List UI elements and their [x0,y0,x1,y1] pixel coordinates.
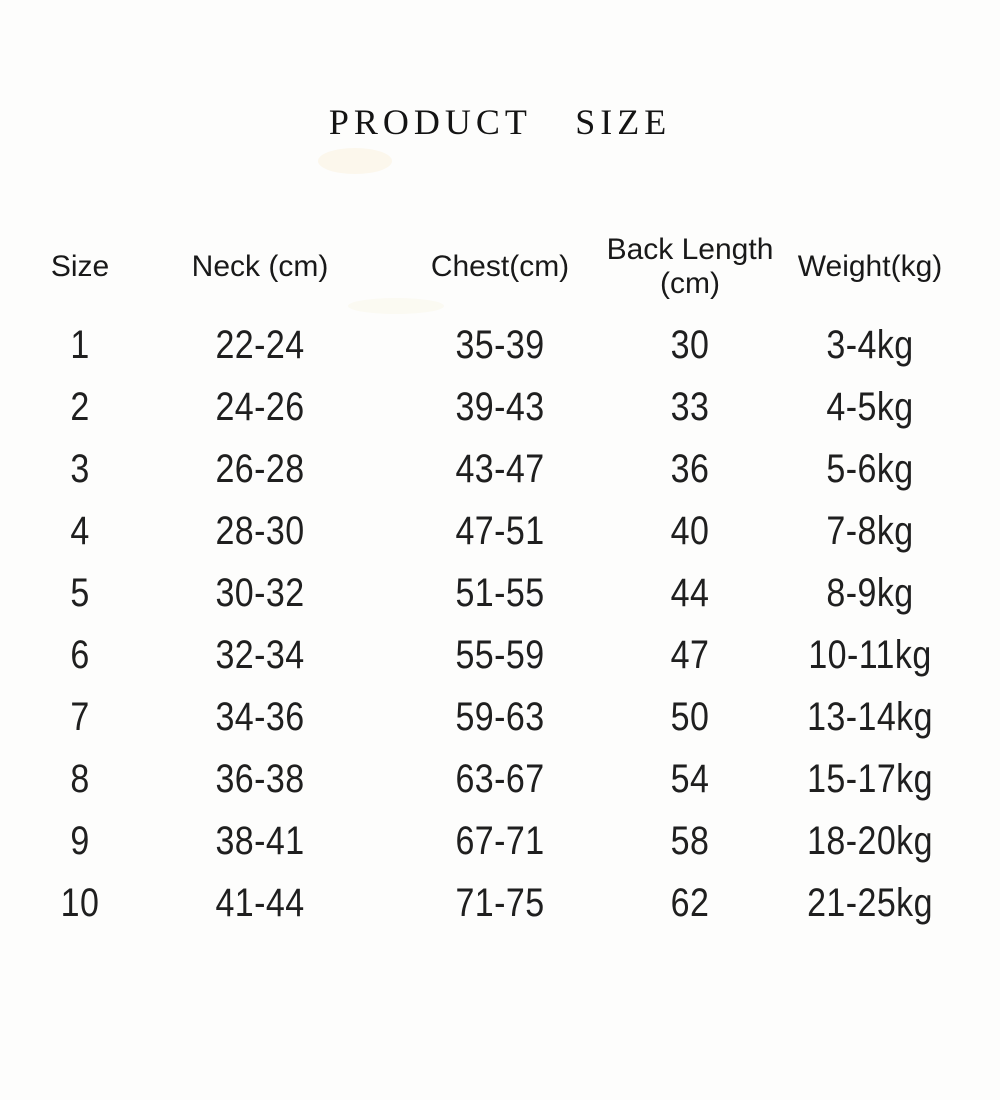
cell-back-length: 54 [670,757,710,801]
cell-size: 2 [70,385,90,429]
cell-back-length: 50 [670,695,710,739]
cell-size: 5 [70,571,90,615]
cell-chest: 43-47 [455,447,545,491]
watermark-smudge [318,148,392,174]
cell-chest: 63-67 [455,757,545,801]
cell-chest: 35-39 [455,323,545,367]
size-table-body: 1 22-24 35-39 30 3-4kg 2 24-26 39-43 33 4-5kg 3 26-… [40,314,960,934]
cell-size: 1 [70,323,90,367]
cell-neck: 38-41 [215,819,305,863]
cell-back-length: 36 [670,447,710,491]
cell-weight: 21-25kg [807,881,933,925]
cell-chest: 55-59 [455,633,545,677]
cell-neck: 41-44 [215,881,305,925]
table-row: 9 38-41 67-71 58 18-20kg [40,810,960,872]
table-row: 5 30-32 51-55 44 8-9kg [40,562,960,624]
cell-weight: 7-8kg [826,509,914,553]
header-cell-weight: Weight(kg) [797,249,943,283]
cell-back-length: 33 [670,385,710,429]
table-row: 1 22-24 35-39 30 3-4kg [40,314,960,376]
cell-back-length: 44 [670,571,710,615]
header-cell-size: Size [50,249,110,283]
cell-back-length: 40 [670,509,710,553]
cell-neck: 32-34 [215,633,305,677]
cell-neck: 36-38 [215,757,305,801]
cell-back-length: 47 [670,633,710,677]
table-row: 4 28-30 47-51 40 7-8kg [40,500,960,562]
cell-neck: 28-30 [215,509,305,553]
page-title: PRODUCT SIZE [328,102,672,142]
cell-neck: 24-26 [215,385,305,429]
cell-back-length: 30 [670,323,710,367]
cell-weight: 15-17kg [807,757,933,801]
cell-weight: 18-20kg [807,819,933,863]
cell-back-length: 58 [670,819,710,863]
cell-back-length: 62 [670,881,710,925]
cell-size: 4 [70,509,90,553]
cell-chest: 67-71 [455,819,545,863]
cell-neck: 30-32 [215,571,305,615]
cell-chest: 47-51 [455,509,545,553]
table-row: 7 34-36 59-63 50 13-14kg [40,686,960,748]
cell-size: 10 [60,881,100,925]
cell-chest: 39-43 [455,385,545,429]
cell-weight: 10-11kg [808,633,932,677]
cell-weight: 13-14kg [807,695,933,739]
cell-size: 7 [70,695,90,739]
cell-weight: 3-4kg [826,323,914,367]
cell-size: 3 [70,447,90,491]
cell-size: 9 [70,819,90,863]
cell-weight: 4-5kg [826,385,914,429]
cell-chest: 51-55 [455,571,545,615]
cell-weight: 5-6kg [826,447,914,491]
table-row: 3 26-28 43-47 36 5-6kg [40,438,960,500]
cell-neck: 26-28 [215,447,305,491]
table-header-row: Size Neck (cm) Chest(cm) Back Length (cm… [40,220,960,314]
table-row: 6 32-34 55-59 47 10-11kg [40,624,960,686]
table-row: 8 36-38 63-67 54 15-17kg [40,748,960,810]
cell-chest: 59-63 [455,695,545,739]
table-row: 10 41-44 71-75 62 21-25kg [40,872,960,934]
cell-size: 8 [70,757,90,801]
cell-chest: 71-75 [455,881,545,925]
cell-size: 6 [70,633,90,677]
header-cell-neck: Neck (cm) [191,249,329,283]
cell-neck: 22-24 [215,323,305,367]
header-cell-chest: Chest(cm) [430,249,570,283]
table-row: 2 24-26 39-43 33 4-5kg [40,376,960,438]
cell-weight: 8-9kg [826,571,914,615]
header-cell-back-length: Back Length (cm) [606,232,774,301]
watermark-smudge [348,298,444,314]
size-table: Size Neck (cm) Chest(cm) Back Length (cm… [40,220,960,934]
cell-neck: 34-36 [215,695,305,739]
